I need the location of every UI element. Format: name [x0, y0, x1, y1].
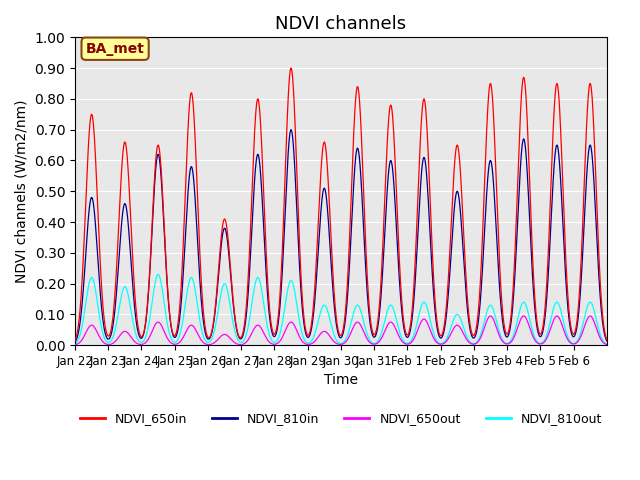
Title: NDVI channels: NDVI channels [275, 15, 406, 33]
X-axis label: Time: Time [324, 373, 358, 387]
Legend: NDVI_650in, NDVI_810in, NDVI_650out, NDVI_810out: NDVI_650in, NDVI_810in, NDVI_650out, NDV… [75, 407, 607, 430]
Text: BA_met: BA_met [86, 42, 145, 56]
Y-axis label: NDVI channels (W/m2/nm): NDVI channels (W/m2/nm) [15, 99, 29, 283]
